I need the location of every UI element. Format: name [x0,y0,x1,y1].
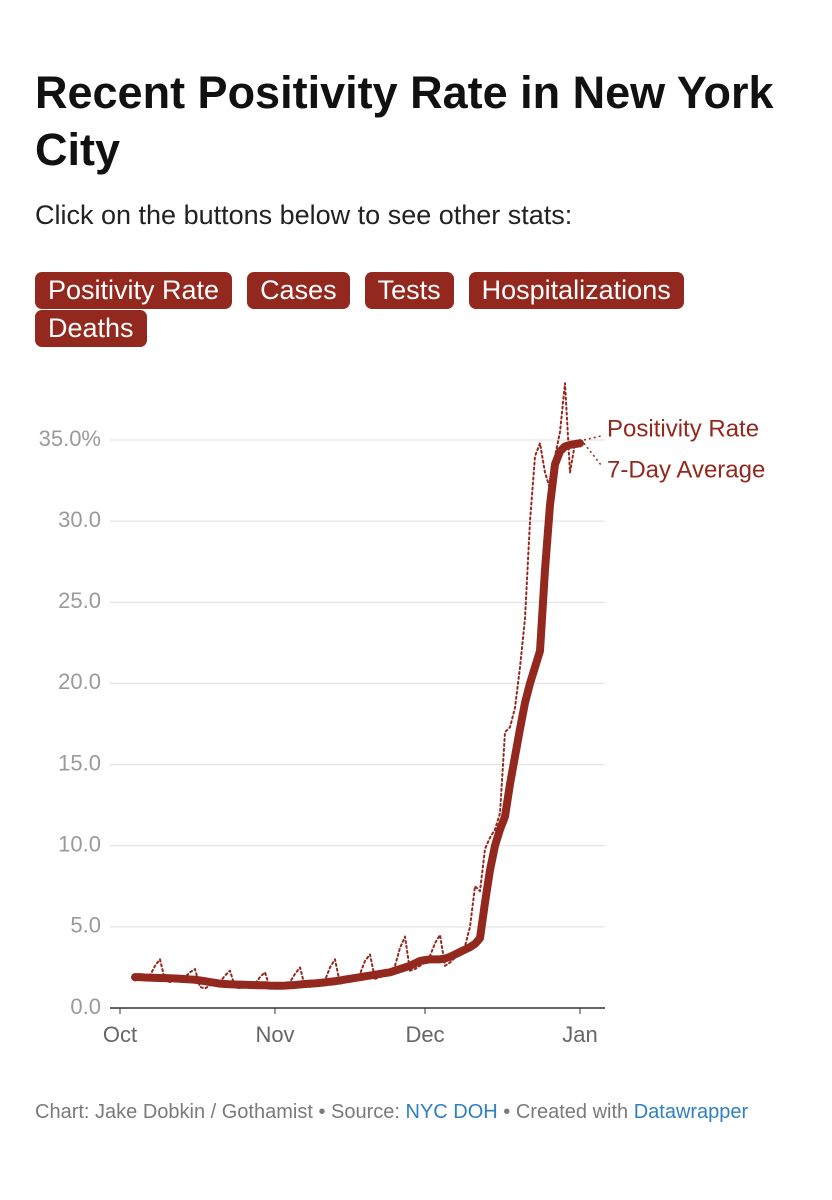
y-tick-label: 30.0 [58,507,101,532]
y-tick-label: 5.0 [70,913,101,938]
y-tick-label: 20.0 [58,669,101,694]
chart-title: Recent Positivity Rate in New York City [35,67,774,175]
x-tick-label: Oct [103,1022,137,1047]
label-leader [583,435,602,441]
series-label: 7-Day Average [607,456,765,483]
y-tick-label: 15.0 [58,750,101,775]
x-tick-label: Nov [255,1022,294,1047]
stat-button[interactable]: Hospitalizations [468,272,684,309]
footer: Chart: Jake Dobkin / Gothamist • Source:… [35,1097,775,1127]
y-tick-label: 25.0 [58,588,101,613]
y-tick-label: 35.0% [39,426,101,451]
average-line [131,439,584,990]
label-leader [583,442,602,466]
stat-button[interactable]: Deaths [35,310,147,347]
daily-line [134,382,581,990]
created-with: • Created with [503,1101,629,1123]
stat-button[interactable]: Tests [364,272,454,309]
series-label: Positivity Rate [607,415,759,442]
subtitle: Click on the buttons below to see other … [35,200,573,230]
x-tick-label: Dec [405,1022,444,1047]
tool-link[interactable]: Datawrapper [633,1101,749,1123]
button-bar: Positivity Rate Cases Tests Hospitalization… [35,272,795,347]
stat-button[interactable]: Positivity Rate [35,272,233,309]
credit: Chart: Jake Dobkin / Gothamist • Source: [35,1101,400,1123]
x-tick-label: Jan [562,1022,597,1047]
y-tick-label: 10.0 [58,832,101,857]
source-link[interactable]: NYC DOH [405,1101,498,1123]
stat-button[interactable]: Cases [247,272,350,309]
chart: 0.0 5.0 10.0 15.0 20.0 25.0 30.0 35.0% Oct Nov Dec… [39,382,765,1047]
y-tick-label: 0.0 [70,994,101,1019]
